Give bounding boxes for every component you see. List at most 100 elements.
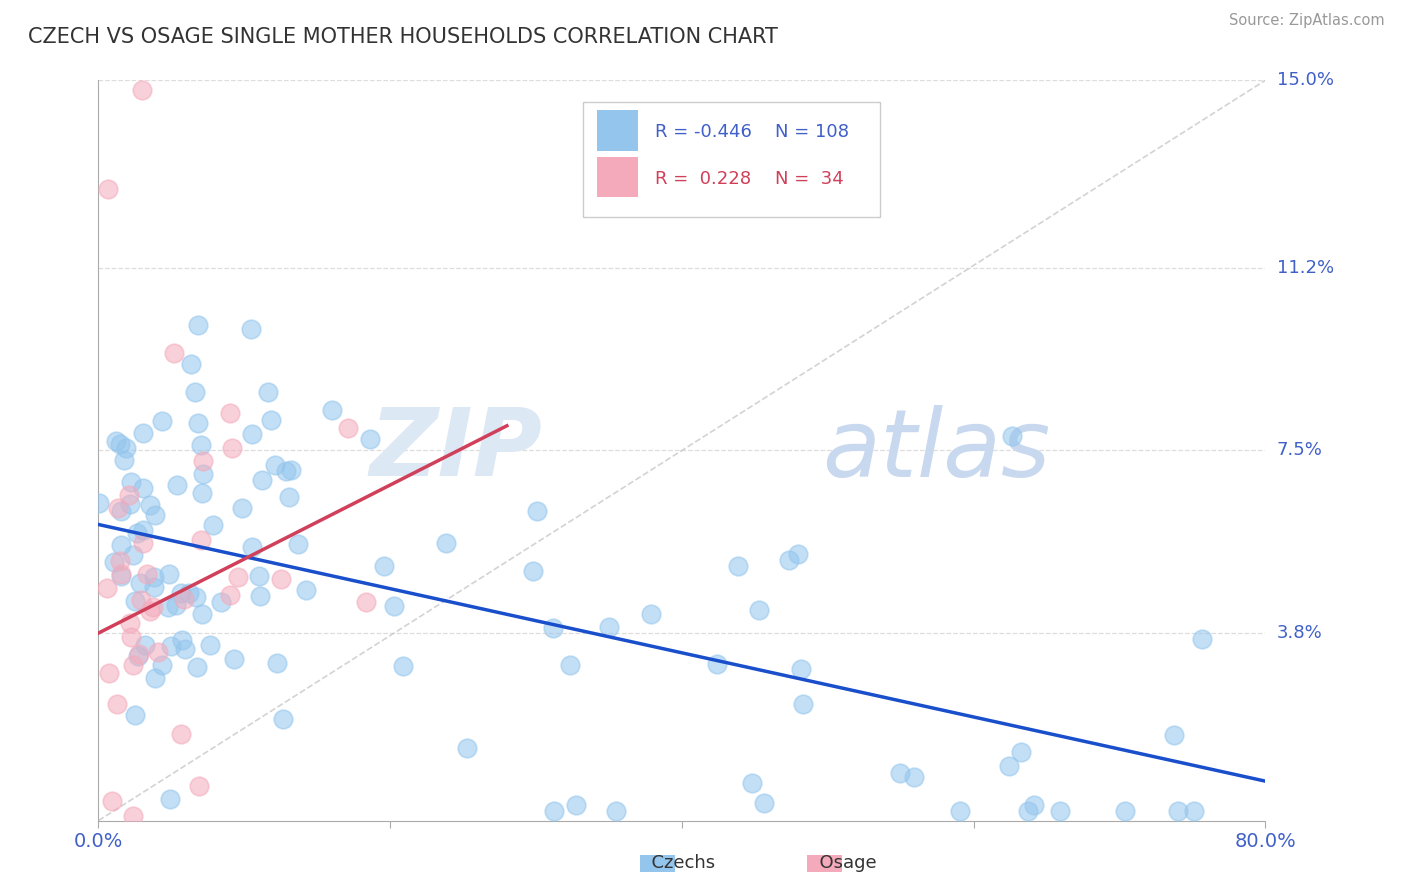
Point bbox=[191, 485, 214, 500]
Point bbox=[165, 598, 187, 612]
Point bbox=[1114, 804, 1136, 818]
Bar bbox=[596, 156, 637, 197]
Point bbox=[125, 526, 148, 541]
Point bbox=[522, 564, 544, 578]
Point bbox=[142, 599, 165, 614]
Point bbox=[118, 615, 141, 630]
Point bbox=[138, 604, 160, 618]
Point bbox=[143, 671, 166, 685]
Point bbox=[240, 427, 263, 442]
Point bbox=[120, 630, 142, 644]
Point bbox=[87, 496, 110, 510]
Point bbox=[142, 570, 165, 584]
Point bbox=[134, 638, 156, 652]
Point bbox=[110, 569, 132, 583]
Point bbox=[96, 581, 118, 595]
Point bbox=[727, 558, 749, 573]
Point bbox=[278, 491, 301, 505]
Point bbox=[250, 473, 273, 487]
Point bbox=[177, 586, 200, 600]
Point bbox=[190, 607, 212, 621]
Point bbox=[143, 508, 166, 523]
Point bbox=[159, 792, 181, 806]
Text: R = -0.446: R = -0.446 bbox=[655, 123, 752, 141]
Text: N =  34: N = 34 bbox=[775, 169, 844, 187]
Point bbox=[97, 182, 120, 196]
Point bbox=[336, 421, 359, 435]
Text: N = 108: N = 108 bbox=[775, 123, 849, 141]
Point bbox=[122, 808, 145, 822]
Point bbox=[219, 406, 242, 420]
Point bbox=[97, 666, 120, 681]
Point bbox=[789, 662, 811, 676]
Point bbox=[382, 599, 405, 613]
Text: CZECH VS OSAGE SINGLE MOTHER HOUSEHOLDS CORRELATION CHART: CZECH VS OSAGE SINGLE MOTHER HOUSEHOLDS … bbox=[28, 27, 778, 46]
Point bbox=[124, 594, 146, 608]
Point bbox=[101, 794, 124, 808]
Point bbox=[706, 657, 728, 672]
Point bbox=[249, 590, 271, 604]
Text: 15.0%: 15.0% bbox=[1277, 71, 1333, 89]
FancyBboxPatch shape bbox=[582, 103, 880, 218]
Point bbox=[112, 453, 135, 467]
Point bbox=[778, 553, 800, 567]
Point bbox=[110, 538, 132, 552]
Point bbox=[240, 540, 263, 554]
Point bbox=[173, 592, 195, 607]
Point bbox=[1182, 804, 1205, 818]
Text: atlas: atlas bbox=[823, 405, 1050, 496]
Point bbox=[998, 759, 1021, 773]
Point bbox=[163, 345, 186, 359]
Text: 7.5%: 7.5% bbox=[1277, 442, 1323, 459]
Point bbox=[752, 796, 775, 810]
Point bbox=[193, 454, 215, 468]
Point bbox=[260, 413, 283, 427]
Point bbox=[110, 437, 132, 451]
Point bbox=[231, 500, 253, 515]
Point bbox=[1022, 798, 1045, 813]
Point bbox=[541, 621, 564, 635]
Point bbox=[138, 498, 160, 512]
Point bbox=[263, 458, 285, 472]
Point bbox=[270, 572, 292, 586]
Point bbox=[266, 657, 288, 671]
Point bbox=[249, 568, 271, 582]
Point bbox=[321, 402, 343, 417]
Point bbox=[105, 698, 128, 712]
Point bbox=[110, 566, 132, 581]
Point bbox=[209, 595, 232, 609]
Point bbox=[221, 442, 243, 456]
Point bbox=[114, 441, 136, 455]
Point bbox=[356, 595, 378, 609]
Point bbox=[526, 503, 548, 517]
Point bbox=[128, 575, 150, 590]
Bar bbox=[596, 110, 637, 151]
Point bbox=[170, 727, 193, 741]
Point bbox=[280, 463, 302, 477]
Point bbox=[150, 658, 173, 673]
Point bbox=[786, 547, 808, 561]
Point bbox=[132, 425, 155, 440]
Point bbox=[174, 641, 197, 656]
Point bbox=[120, 475, 142, 489]
Point bbox=[1049, 804, 1071, 818]
Text: 11.2%: 11.2% bbox=[1277, 259, 1334, 277]
Point bbox=[190, 438, 212, 452]
Point bbox=[132, 481, 155, 495]
Point bbox=[128, 648, 150, 662]
Point bbox=[142, 581, 165, 595]
Point bbox=[226, 570, 249, 584]
Point bbox=[136, 566, 159, 581]
Point bbox=[640, 607, 662, 621]
Point bbox=[1191, 632, 1213, 646]
Point bbox=[127, 649, 149, 664]
Point bbox=[1163, 728, 1185, 742]
Point bbox=[187, 780, 209, 794]
Point bbox=[434, 535, 457, 549]
Point bbox=[156, 599, 179, 614]
Point bbox=[224, 652, 246, 666]
Point bbox=[160, 639, 183, 653]
Point bbox=[122, 548, 145, 562]
Point bbox=[240, 322, 263, 336]
Point bbox=[219, 588, 242, 602]
